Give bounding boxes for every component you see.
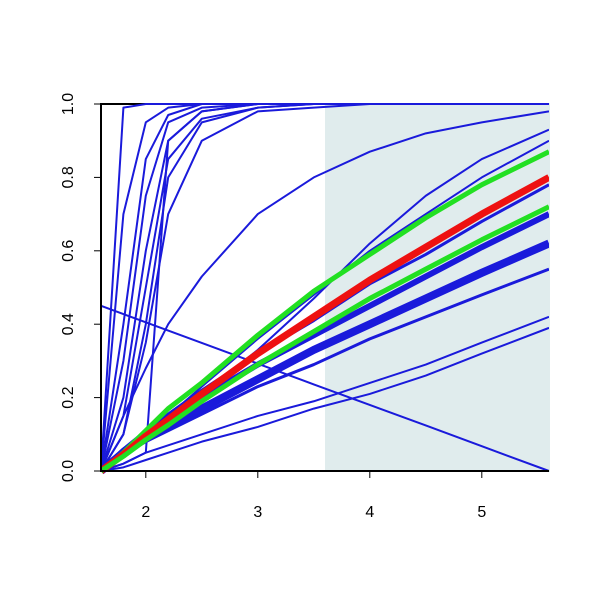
series-line — [101, 326, 549, 472]
series-line — [101, 315, 549, 472]
series-line — [101, 103, 549, 472]
y-tick-label: 0.2 — [60, 386, 77, 408]
y-tick-label: 0.4 — [60, 313, 77, 335]
x-tick-label: 5 — [477, 504, 486, 521]
y-tick-label: 0.0 — [60, 460, 77, 482]
x-tick-label: 3 — [253, 504, 262, 521]
y-tick-label: 0.6 — [60, 240, 77, 262]
y-tick-label: 0.8 — [60, 166, 77, 188]
series-line — [101, 110, 549, 472]
series-line — [101, 204, 549, 474]
y-tick-label: 1.0 — [60, 93, 77, 115]
x-tick-label: 2 — [141, 504, 150, 521]
x-tick-label: 4 — [365, 504, 374, 521]
